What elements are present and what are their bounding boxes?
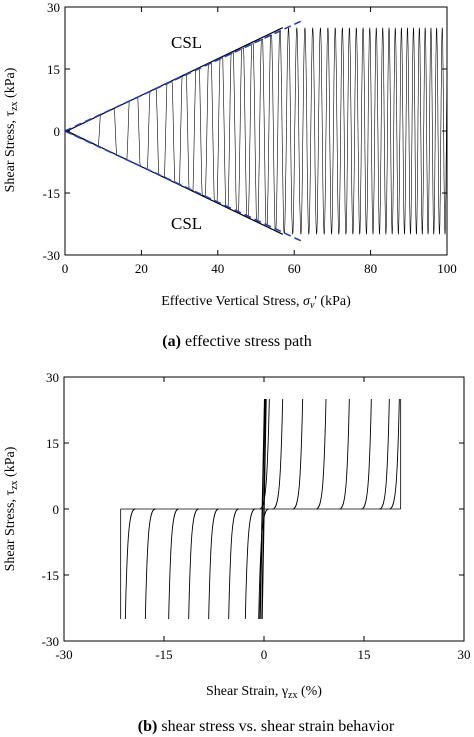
- positive-hysteresis-loop: [361, 398, 372, 510]
- negative-hysteresis-loop: [124, 508, 136, 620]
- panel-a-csl-lines: [64, 20, 303, 242]
- negative-hysteresis-loop: [258, 508, 269, 620]
- y-tick-label: -15: [43, 186, 60, 201]
- negative-hysteresis-loop: [244, 508, 256, 620]
- y-tick-label: -30: [42, 634, 59, 649]
- positive-hysteresis-loop: [339, 398, 350, 510]
- x-tick-label: 20: [135, 261, 148, 276]
- x-tick-label: 15: [358, 647, 371, 662]
- panel-b-hysteresis-loops: [120, 398, 402, 620]
- positive-hysteresis-loop: [389, 398, 400, 510]
- negative-hysteresis-loop: [188, 508, 199, 620]
- x-tick-label: 30: [458, 647, 471, 662]
- panel-b-x-axis-label: Shear Strain, γzx (%): [206, 684, 322, 701]
- csl-label-upper: CSL: [171, 33, 202, 52]
- x-tick-label: 0: [261, 647, 268, 662]
- panel-b-caption: (b) shear stress vs. shear strain behavi…: [138, 718, 395, 735]
- positive-hysteresis-loop: [272, 398, 284, 510]
- x-tick-label: 80: [364, 261, 377, 276]
- panel-a: 0 20 40 60 80 100 -30 -15 0 15 30 CSL CSL Effectiv…: [3, 0, 457, 350]
- x-tick-label: 0: [62, 261, 69, 276]
- positive-hysteresis-loop: [292, 398, 304, 510]
- y-tick-label: 0: [53, 502, 60, 517]
- negative-hysteresis-loop: [228, 508, 239, 620]
- y-tick-label: 30: [47, 0, 60, 15]
- negative-hysteresis-loop: [208, 508, 219, 620]
- panel-a-ticks: 0 20 40 60 80 100 -30 -15 0 15 30: [43, 0, 457, 276]
- positive-hysteresis-loop: [259, 398, 270, 510]
- panel-b: -30 -15 0 15 30 -30 -15 0 15 30 Shear Strain, γzx…: [3, 370, 471, 735]
- positive-hysteresis-loop: [379, 398, 390, 510]
- x-tick-label: -15: [155, 647, 172, 662]
- y-tick-label: 30: [46, 370, 59, 385]
- initial-loading-loop: [259, 398, 267, 620]
- csl-label-lower: CSL: [171, 214, 202, 233]
- x-tick-label: -30: [55, 647, 72, 662]
- positive-hysteresis-loop: [315, 398, 327, 510]
- panel-a-x-axis-label: Effective Vertical Stress, σv' (kPa): [161, 294, 351, 311]
- y-tick-label: 15: [47, 62, 60, 77]
- negative-hysteresis-loop: [144, 508, 156, 620]
- panel-b-y-axis-label: Shear Stress, τzx (kPa): [3, 446, 20, 571]
- y-tick-label: -15: [42, 568, 59, 583]
- y-tick-label: 0: [54, 124, 61, 139]
- x-tick-label: 100: [437, 261, 457, 276]
- negative-hysteresis-loop: [168, 508, 179, 620]
- effective-stress-path: [64, 27, 448, 235]
- y-tick-label: 15: [46, 436, 59, 451]
- panel-a-caption: (a) effective stress path: [162, 333, 311, 350]
- panel-a-stress-paths: [64, 27, 448, 235]
- panel-a-y-axis-label: Shear Stress, τzx (kPa): [3, 67, 20, 192]
- x-tick-label: 60: [288, 261, 301, 276]
- x-tick-label: 40: [211, 261, 224, 276]
- panel-b-ticks: -30 -15 0 15 30 -30 -15 0 15 30: [42, 370, 471, 662]
- y-tick-label: -30: [43, 248, 60, 263]
